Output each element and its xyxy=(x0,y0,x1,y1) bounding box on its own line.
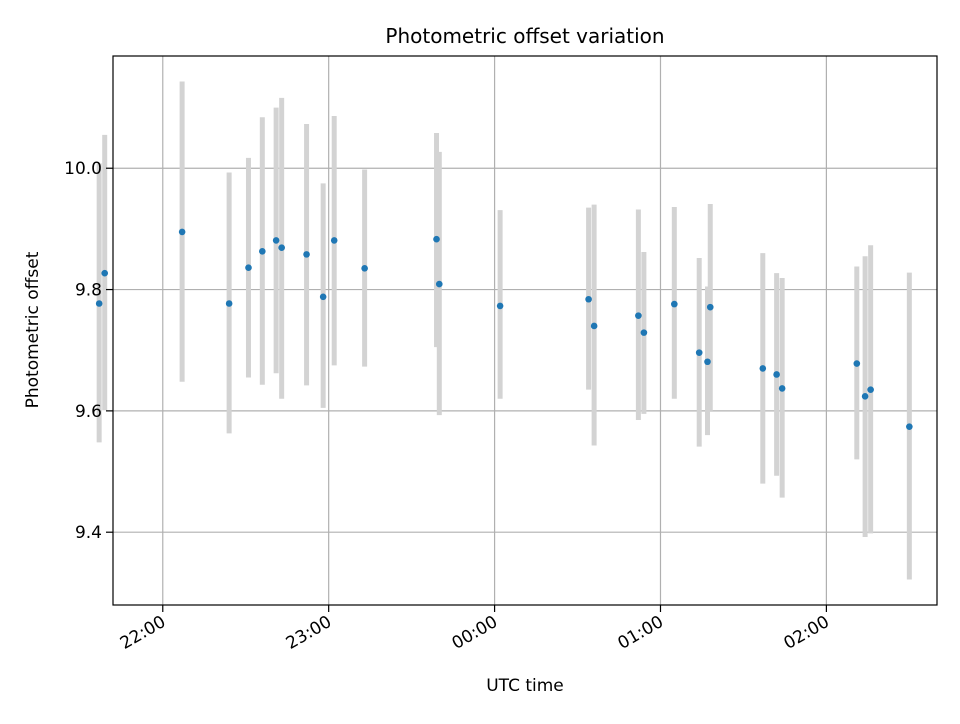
data-point xyxy=(433,235,440,243)
data-point xyxy=(585,295,592,303)
data-point xyxy=(671,300,678,308)
data-point xyxy=(496,302,504,310)
data-point xyxy=(640,329,648,336)
data-point xyxy=(435,280,443,288)
data-point xyxy=(361,265,368,272)
y-tick-label: 9.4 xyxy=(75,523,102,543)
y-axis-label: Photometric offset xyxy=(23,251,43,408)
data-point xyxy=(861,393,869,400)
data-point xyxy=(101,269,109,277)
data-point xyxy=(706,303,714,311)
y-tick-label: 9.6 xyxy=(75,402,102,422)
x-axis-label: UTC time xyxy=(486,676,564,696)
data-point xyxy=(225,300,233,307)
data-point xyxy=(778,385,786,392)
data-point xyxy=(259,248,266,255)
y-tick-label: 10.0 xyxy=(64,159,102,179)
data-point xyxy=(635,312,642,319)
data-point xyxy=(95,300,103,307)
data-point xyxy=(906,423,913,430)
data-point xyxy=(272,237,280,244)
data-point xyxy=(330,237,338,244)
data-point xyxy=(303,251,310,258)
data-point xyxy=(590,322,598,330)
chart-title: Photometric offset variation xyxy=(385,24,664,48)
point-layer xyxy=(95,228,913,430)
data-point xyxy=(773,371,780,378)
data-point xyxy=(178,228,186,236)
data-point xyxy=(695,349,703,356)
y-tick-label: 9.8 xyxy=(75,281,102,301)
plot-frame xyxy=(112,55,938,606)
grid-layer xyxy=(113,56,937,605)
data-point xyxy=(278,244,285,251)
data-point xyxy=(704,358,711,366)
data-point xyxy=(245,264,252,272)
data-point xyxy=(867,386,874,393)
data-point xyxy=(853,360,861,367)
data-point xyxy=(759,365,767,372)
data-point xyxy=(319,293,327,301)
